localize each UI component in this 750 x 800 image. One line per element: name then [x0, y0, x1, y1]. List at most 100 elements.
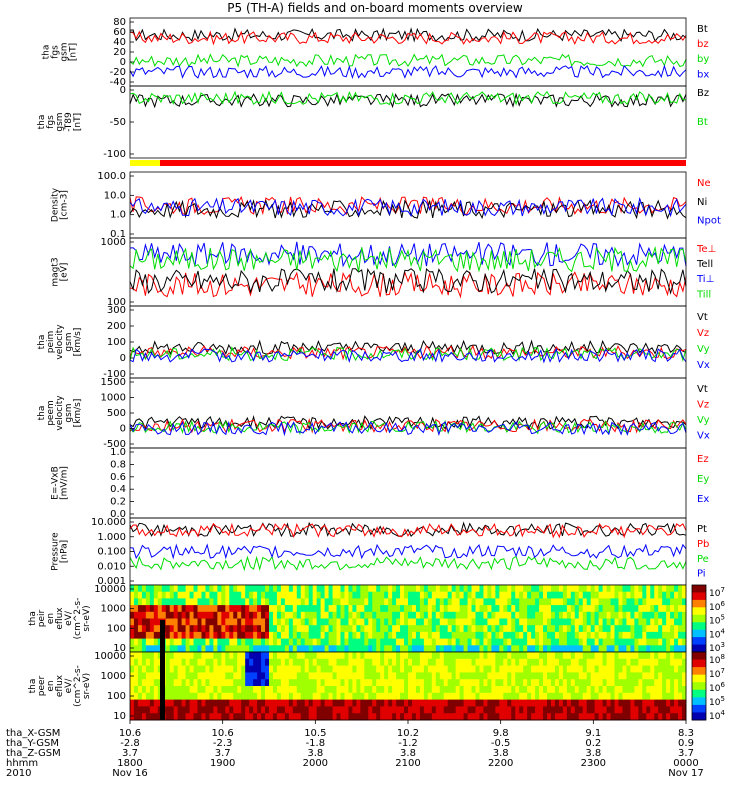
spectrogram-cell — [435, 605, 441, 613]
spectrogram-cell — [547, 591, 552, 599]
spectrogram-cell — [419, 692, 425, 701]
spectrogram-cell — [284, 686, 290, 694]
spectrogram-cell — [670, 638, 675, 646]
spectrogram-cell — [284, 652, 290, 660]
spectrogram-cell — [646, 631, 651, 640]
spectrogram-cell — [606, 598, 612, 606]
spectrogram-cell — [618, 605, 623, 613]
spectrogram-cell — [404, 645, 409, 653]
spectrogram-cell — [539, 638, 544, 646]
spectrogram-cell — [622, 679, 627, 687]
spectrogram-cell — [539, 699, 544, 707]
spectrogram-cell — [197, 605, 202, 613]
spectrogram-cell — [312, 638, 318, 646]
spectrogram-cell — [344, 625, 349, 633]
spectrogram-cell — [400, 652, 405, 660]
spectrogram-cell — [261, 645, 266, 653]
spectrogram-cell — [201, 618, 206, 626]
spectrogram-cell — [213, 658, 218, 667]
spectrogram-cell — [614, 638, 619, 646]
spectrogram-cell — [205, 658, 210, 667]
spectrogram-cell — [324, 645, 330, 653]
spectrogram-cell — [404, 598, 409, 606]
spectrogram-cell — [594, 605, 600, 613]
spectrogram-cell — [471, 605, 477, 613]
panel-1 — [129, 17, 687, 87]
spectrogram-cell — [404, 625, 409, 633]
spectrogram-cell — [161, 591, 167, 599]
spectrogram-cell — [141, 605, 147, 613]
spectrogram-cell — [630, 605, 635, 613]
spectrogram-cell — [415, 618, 421, 626]
spectrogram-cell — [594, 611, 600, 619]
y-axis-label: E=-VxB — [51, 466, 61, 500]
spectrogram-cell — [284, 679, 290, 687]
spectrogram-cell — [261, 686, 266, 694]
spectrogram-cell — [225, 658, 230, 667]
spectrogram-cell — [388, 605, 393, 613]
spectrogram-cell — [411, 713, 417, 721]
spectrogram-cell — [221, 585, 226, 593]
spectrogram-cell — [141, 665, 147, 673]
spectrogram-cell — [411, 652, 417, 660]
spectrogram-cell — [443, 605, 449, 613]
spectrogram-cell — [141, 591, 147, 599]
spectrogram-cell — [618, 645, 623, 653]
spectrogram-cell — [384, 658, 389, 667]
spectrogram-cell — [678, 706, 683, 714]
spectrogram-cell — [626, 638, 631, 646]
spectrogram-cell — [193, 706, 199, 714]
y-axis-label: Density — [51, 187, 61, 222]
spectrogram-cell — [638, 706, 643, 714]
spectrogram-cell — [678, 658, 683, 667]
spectrogram-cell — [523, 638, 528, 646]
spectrogram-cell — [396, 625, 401, 633]
spectrogram-cell — [678, 585, 683, 593]
spectrogram-cell — [558, 585, 564, 593]
spectrogram-cell — [471, 692, 477, 701]
spectrogram-cell — [554, 618, 560, 626]
y-tick-label: -100 — [103, 149, 126, 160]
spectrogram-cell — [419, 585, 425, 593]
spectrogram-cell — [515, 686, 520, 694]
spectrogram-cell — [404, 611, 409, 619]
spectrogram-cell — [364, 706, 369, 714]
spectrogram-cell — [419, 699, 425, 707]
spectrogram-cell — [352, 658, 357, 667]
spectrogram-cell — [463, 679, 469, 687]
spectrogram-cell — [566, 605, 572, 613]
spectrogram-cell — [415, 585, 421, 593]
spectrogram-cell — [634, 713, 639, 721]
spectrogram-cell — [415, 658, 421, 667]
spectrogram-cell — [169, 631, 175, 640]
spectrogram-cell — [455, 665, 461, 673]
spectrogram-cell — [471, 713, 477, 721]
series-line-Ti⊥ — [129, 241, 687, 268]
spectrogram-cell — [352, 665, 357, 673]
spectrogram-cell — [157, 598, 163, 606]
spectrogram-cell — [388, 686, 393, 694]
spectrogram-cell — [479, 672, 484, 680]
spectrogram-cell — [439, 645, 445, 653]
spectrogram-cell — [276, 658, 282, 667]
spectrogram-cell — [225, 686, 230, 694]
spectrogram-cell — [682, 611, 687, 619]
spectrogram-cell — [495, 598, 500, 606]
spectrogram-cell — [296, 611, 302, 619]
spectrogram-cell — [479, 658, 484, 667]
y-axis-label: [nPa] — [60, 540, 70, 563]
spectrogram-cell — [419, 658, 425, 667]
spectrogram-cell — [483, 585, 488, 593]
spectrogram-cell — [320, 672, 326, 680]
spectrogram-cell — [622, 665, 627, 673]
status-bar-yellow — [130, 160, 160, 166]
spectrogram-cell — [312, 658, 318, 667]
spectrogram-cell — [384, 686, 389, 694]
spectrogram-cell — [475, 665, 480, 673]
series-line-Npot — [129, 196, 687, 218]
spectrogram-cell — [356, 585, 361, 593]
spectrogram-cell — [205, 672, 210, 680]
spectrogram-cell — [284, 645, 290, 653]
spectrogram-cell — [130, 591, 135, 599]
